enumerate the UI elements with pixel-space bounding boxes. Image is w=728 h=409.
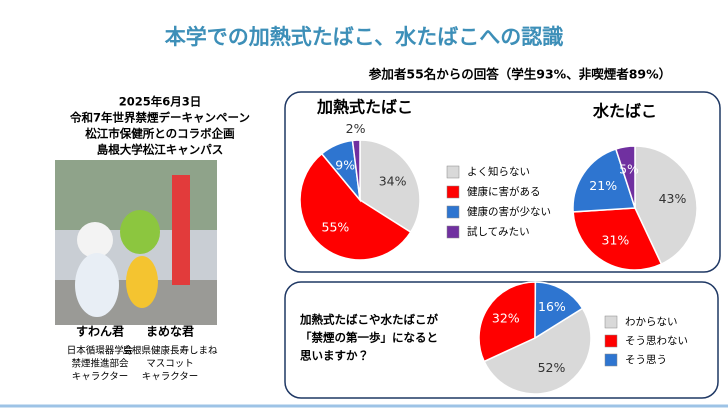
data-label: 43% — [659, 191, 687, 206]
legend-swatch — [446, 205, 460, 219]
character-name: まめな君 — [146, 325, 194, 339]
pie-slice — [534, 281, 584, 340]
pie-slice — [634, 145, 698, 266]
legend-swatch — [604, 334, 618, 348]
photo-bean-body — [126, 256, 158, 308]
photo — [55, 160, 217, 325]
data-label: 21% — [589, 178, 617, 193]
photo-swan-head — [77, 222, 113, 258]
chart-title: 水たばこ — [592, 102, 657, 121]
character-desc: マスコット — [146, 359, 194, 370]
photo-bean-head — [120, 210, 160, 254]
data-label: 32% — [492, 311, 520, 326]
chart-title: 加熱式たばこ — [316, 98, 413, 117]
legend-label: 健康の害が少ない — [467, 205, 551, 218]
pie-slice — [478, 281, 537, 363]
slide-title: 本学での加熱式たばこ、水たばこへの認識 — [164, 25, 564, 49]
character-desc: 日本循環器学会 — [67, 345, 134, 357]
legend-label: 試してみたい — [467, 226, 530, 238]
character-desc: 島根県健康長寿しまね — [122, 345, 218, 357]
legend-label: わからない — [625, 316, 678, 328]
legend-swatch — [446, 185, 460, 199]
pie-slice — [351, 139, 361, 201]
data-label: 5% — [619, 162, 639, 177]
data-label: 2% — [346, 121, 366, 136]
legend-label: よく知らない — [467, 165, 530, 178]
question: 加熱式たばこや水たばこが — [299, 313, 438, 327]
pie-slice — [614, 145, 636, 209]
pie-slice — [299, 152, 412, 261]
data-label: 52% — [538, 360, 566, 375]
legend-swatch — [446, 225, 460, 239]
panel — [284, 281, 719, 399]
character-desc: 禁煙推進部会 — [71, 358, 129, 370]
character-desc: キャラクター — [142, 372, 199, 383]
legend-label: そう思う — [625, 354, 667, 366]
character-name: すわん君 — [76, 325, 124, 339]
respondents: 参加者55名からの回答（学生93%、非喫煙者89%） — [368, 67, 671, 82]
pie-slice — [483, 307, 592, 395]
event-date: 2025年6月3日 — [119, 95, 202, 109]
pie-slice — [572, 148, 637, 213]
data-label: 34% — [379, 174, 407, 189]
data-label: 16% — [538, 299, 566, 314]
character-desc: キャラクター — [72, 372, 129, 383]
legend-swatch — [604, 315, 618, 329]
question: 思いますか？ — [300, 349, 369, 363]
data-label: 55% — [322, 219, 350, 234]
data-label: 9% — [335, 157, 355, 172]
question: 「禁煙の第一歩」になると — [300, 331, 438, 345]
data-label: 31% — [602, 233, 630, 248]
pie-slice — [572, 207, 663, 271]
event-line: 松江市保健所とのコラボ企画 — [85, 127, 235, 141]
event-line: 島根大学松江キャンパス — [97, 143, 224, 157]
legend-swatch — [604, 353, 618, 367]
legend-label: そう思わない — [625, 335, 688, 347]
legend-label: 健康に害がある — [467, 185, 541, 198]
panel — [284, 91, 721, 273]
photo-banner — [172, 175, 190, 285]
legend-swatch — [446, 165, 460, 179]
event-line: 令和7年世界禁煙デーキャンペーン — [70, 111, 250, 125]
photo-swan-body — [75, 253, 119, 317]
